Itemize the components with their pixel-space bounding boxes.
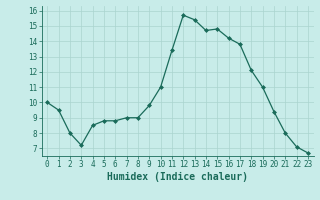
X-axis label: Humidex (Indice chaleur): Humidex (Indice chaleur) — [107, 172, 248, 182]
